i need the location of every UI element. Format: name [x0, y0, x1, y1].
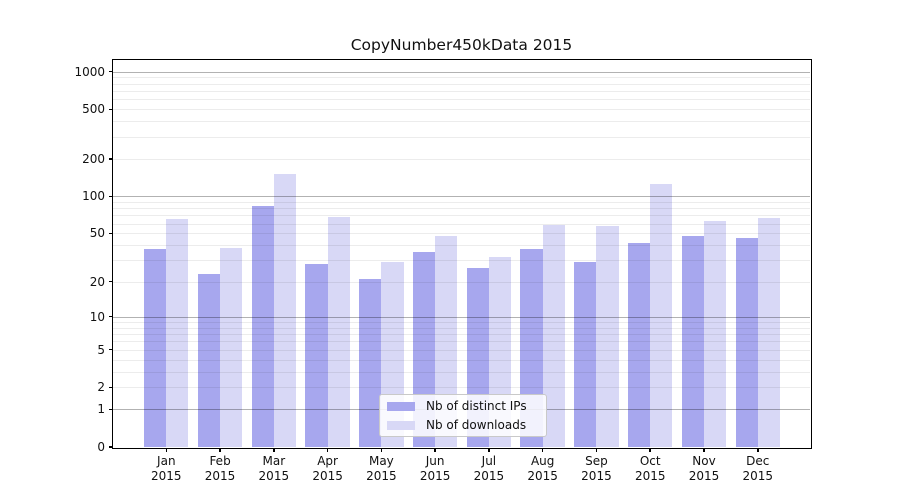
bar-downloads-dec	[757, 217, 780, 447]
y-tick-5	[108, 348, 113, 351]
bar-distinct-ips-feb	[197, 274, 221, 447]
gridline-minor-500	[113, 109, 810, 111]
x-tick-label-sep: Sep 2015	[581, 454, 612, 483]
bar-downloads-jan	[166, 219, 189, 447]
x-tick-may	[380, 447, 383, 452]
gridline-minor-400	[113, 121, 810, 123]
x-tick-label-jun: Jun 2015	[419, 454, 451, 483]
y-tick-label-0: 0	[97, 440, 105, 454]
bar-downloads-sep	[596, 226, 619, 447]
bar-downloads-apr	[327, 216, 350, 447]
x-tick-label-mar: Mar 2015	[258, 454, 290, 483]
gridline-minor-300	[113, 136, 810, 138]
y-tick-20	[108, 280, 113, 283]
y-tick-0	[108, 446, 113, 448]
x-tick-label-dec: Dec 2015	[742, 454, 774, 483]
y-tick-label-100: 100	[82, 189, 105, 204]
y-tick-50	[108, 232, 113, 235]
x-tick-apr	[326, 447, 329, 452]
x-tick-nov	[703, 447, 705, 452]
gridline-minor-600	[113, 99, 810, 101]
y-tick-500	[108, 108, 113, 110]
bar-distinct-ips-jan	[144, 249, 167, 447]
gridline-minor-90	[113, 201, 810, 203]
y-tick-label-50: 50	[89, 226, 105, 241]
x-tick-dec	[757, 447, 759, 452]
gridline-minor-80	[113, 208, 810, 210]
y-tick-2	[108, 386, 113, 389]
x-tick-label-jul: Jul 2015	[473, 454, 505, 483]
bar-distinct-ips-sep	[574, 262, 597, 447]
x-tick-jun	[434, 447, 436, 452]
gridline-minor-200	[113, 158, 810, 160]
legend-swatch-downloads	[387, 420, 415, 430]
x-tick-sep	[595, 447, 598, 452]
y-tick-label-200: 200	[82, 151, 105, 166]
y-tick-label-2: 2	[97, 380, 105, 395]
bar-distinct-ips-nov	[681, 235, 704, 447]
legend-swatch-distinct-ips	[387, 401, 415, 411]
y-tick-label-10: 10	[89, 309, 105, 324]
y-tick-label-5: 5	[97, 342, 105, 357]
x-tick-feb	[219, 447, 221, 452]
y-tick-label-1: 1	[97, 402, 105, 417]
chart-title: CopyNumber450kData 2015	[350, 36, 573, 54]
bar-distinct-ips-may	[359, 279, 382, 447]
bar-distinct-ips-apr	[305, 264, 328, 447]
bar-distinct-ips-mar	[251, 205, 274, 447]
bar-downloads-aug	[542, 225, 565, 447]
gridline-minor-70	[113, 215, 810, 217]
y-tick-label-500: 500	[82, 102, 105, 117]
gridline-minor-900	[113, 77, 810, 79]
bar-downloads-nov	[704, 221, 727, 447]
bar-distinct-ips-dec	[735, 237, 758, 447]
x-tick-label-oct: Oct 2015	[634, 454, 666, 483]
x-tick-label-may: May 2015	[366, 454, 397, 483]
x-tick-label-aug: Aug 2015	[527, 454, 558, 483]
legend-label-downloads: Nb of downloads	[426, 418, 527, 432]
x-tick-aug	[541, 447, 544, 452]
x-tick-oct	[649, 447, 651, 452]
bar-distinct-ips-oct	[628, 242, 651, 447]
bar-downloads-oct	[650, 184, 673, 447]
x-tick-label-feb: Feb 2015	[204, 454, 236, 483]
y-tick-200	[108, 158, 113, 160]
gridline-minor-700	[113, 91, 810, 92]
bar-downloads-feb	[220, 247, 243, 447]
y-tick-label-1000: 1000	[74, 64, 105, 79]
y-tick-100	[108, 195, 113, 197]
x-tick-mar	[273, 447, 275, 452]
x-tick-label-nov: Nov 2015	[688, 454, 720, 483]
bar-downloads-mar	[273, 174, 297, 447]
y-tick-10	[108, 315, 113, 318]
x-tick-jul	[488, 447, 490, 452]
legend: Nb of distinct IPs Nb of downloads	[379, 394, 547, 437]
x-tick-label-jan: Jan 2015	[151, 454, 182, 483]
y-tick-label-20: 20	[89, 274, 105, 289]
x-tick-jan	[165, 447, 168, 452]
legend-label-distinct-ips: Nb of distinct IPs	[426, 399, 527, 413]
y-tick-1	[108, 408, 113, 411]
gridline-major-100	[113, 196, 810, 198]
gridline-minor-800	[113, 83, 810, 85]
legend-item-distinct-ips: Nb of distinct IPs	[387, 399, 538, 413]
gridline-major-1000	[113, 71, 810, 73]
y-tick-1000	[108, 70, 113, 73]
legend-item-downloads: Nb of downloads	[387, 418, 538, 432]
x-tick-label-apr: Apr 2015	[312, 454, 343, 483]
